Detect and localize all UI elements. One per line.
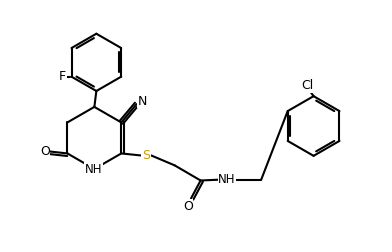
Text: O: O: [40, 145, 50, 158]
Text: N: N: [138, 95, 147, 108]
Text: NH: NH: [85, 163, 102, 176]
Text: F: F: [59, 70, 66, 83]
Text: Cl: Cl: [301, 79, 314, 92]
Text: NH: NH: [218, 173, 236, 186]
Text: O: O: [183, 200, 193, 213]
Text: S: S: [142, 149, 150, 162]
